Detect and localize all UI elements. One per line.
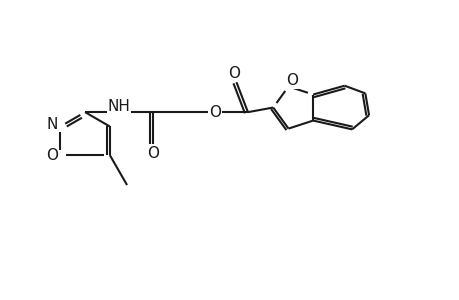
Text: O: O [46, 148, 58, 163]
Text: O: O [208, 105, 220, 120]
Text: O: O [146, 146, 158, 161]
Text: O: O [228, 66, 240, 81]
Text: O: O [285, 74, 297, 88]
Text: N: N [46, 117, 58, 132]
Text: NH: NH [107, 99, 130, 114]
